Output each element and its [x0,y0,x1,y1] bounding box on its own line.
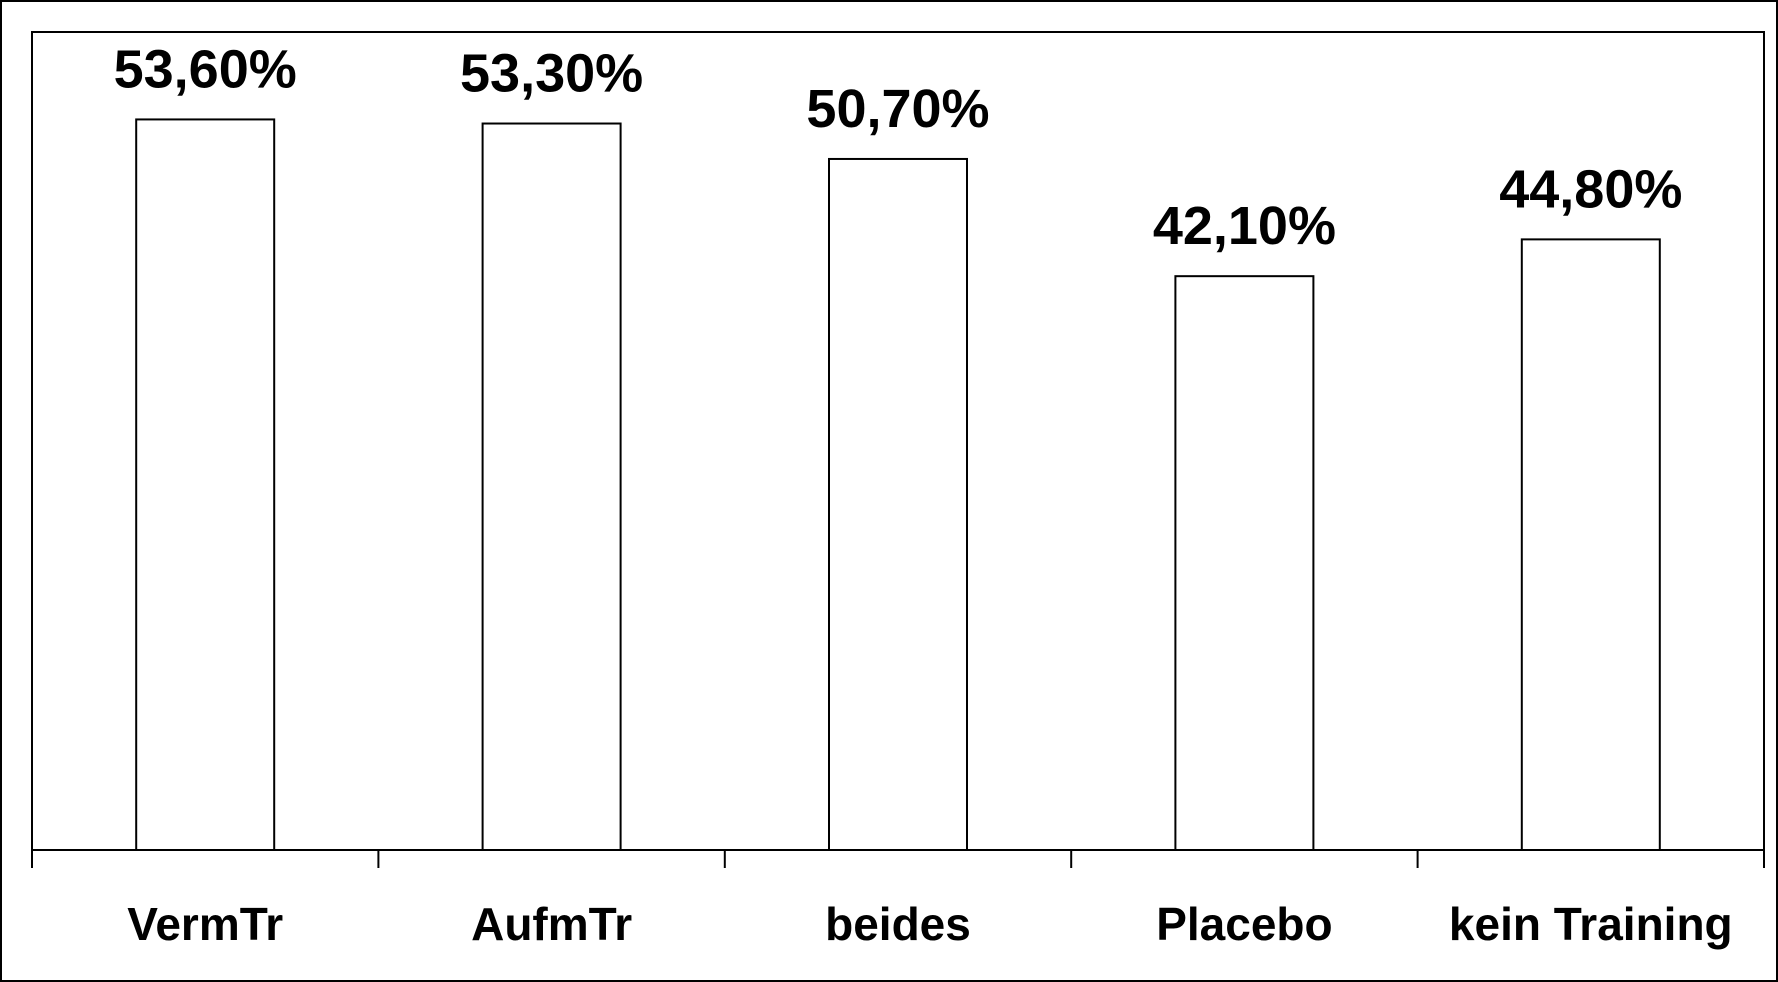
bar [1174,275,1315,851]
x-ticks-group [31,850,1765,868]
bars-group [135,118,1661,852]
bar [828,157,968,852]
category-tick-label: beides [825,898,971,950]
category-tick-label: VermTr [127,898,283,950]
bar-value-label: 53,30% [460,44,643,104]
category-tick-label: Placebo [1156,898,1332,950]
bar-value-label: 44,80% [1499,159,1682,219]
category-labels-group: VermTr AufmTr beides Placebo kein Training [127,898,1732,950]
bar-value-label: 53,60% [114,39,297,99]
bar [1520,238,1661,852]
value-labels-group: 53,60% 53,30% 50,70% 42,10% 44,80% [114,39,1683,256]
bar [135,118,276,851]
bar [481,122,622,851]
category-tick-label: AufmTr [471,898,632,950]
bar-value-label: 50,70% [806,79,989,139]
category-tick-label: kein Training [1449,898,1733,950]
bar-value-label: 42,10% [1153,196,1336,256]
